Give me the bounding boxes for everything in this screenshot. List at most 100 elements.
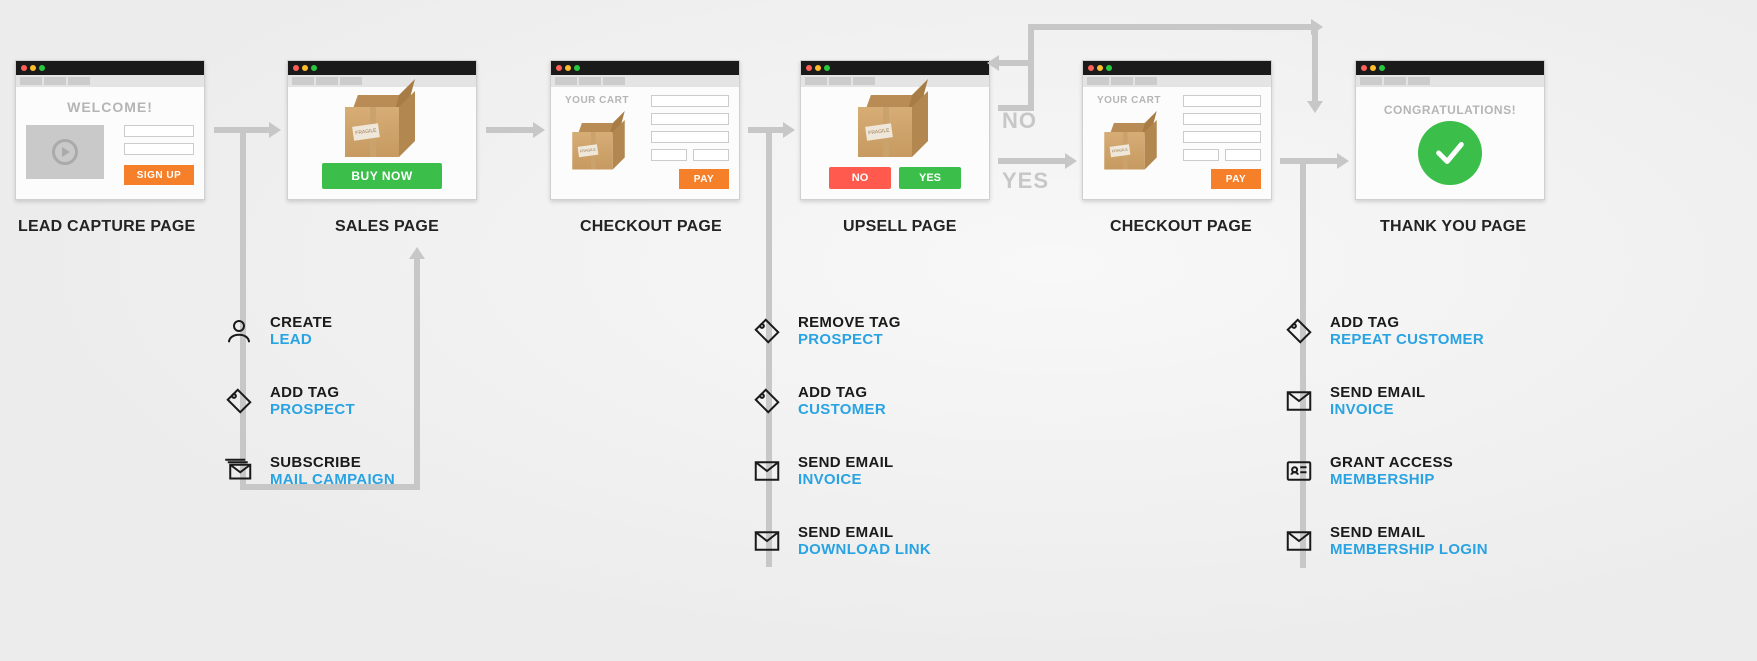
mail-icon: [1282, 384, 1316, 418]
page-title: SALES PAGE: [335, 218, 439, 236]
page-title: LEAD CAPTURE PAGE: [18, 218, 195, 236]
form-field: [124, 143, 194, 155]
page-title: CHECKOUT PAGE: [580, 218, 722, 236]
automation-action: SEND EMAIL: [798, 524, 931, 541]
pay-button: PAY: [1211, 169, 1261, 189]
automation-action: GRANT ACCESS: [1330, 454, 1453, 471]
check-icon: [1418, 121, 1482, 185]
automation-row: SEND EMAILDOWNLOAD LINK: [750, 524, 931, 559]
automation-action: ADD TAG: [270, 384, 355, 401]
tag-icon: [750, 314, 784, 348]
play-icon: [52, 139, 78, 165]
mail-stack-icon: [222, 454, 256, 488]
window-tabbar: [288, 75, 476, 87]
no-button: NO: [829, 167, 891, 189]
window-titlebar: [801, 61, 989, 75]
connector: [1028, 24, 1318, 30]
tag-icon: [750, 384, 784, 418]
automation-action: SEND EMAIL: [798, 454, 894, 471]
arrow-yes-icon: [998, 158, 1066, 164]
automation-value: MEMBERSHIP LOGIN: [1330, 541, 1488, 558]
window-tabbar: [1356, 75, 1544, 87]
connector: [240, 127, 246, 487]
window-titlebar: [551, 61, 739, 75]
window-tabbar: [801, 75, 989, 87]
page-title: THANK YOU PAGE: [1380, 218, 1526, 236]
automation-value: INVOICE: [1330, 401, 1426, 418]
form-field: [1183, 113, 1261, 125]
user-icon: [222, 314, 256, 348]
automation-row: SEND EMAILINVOICE: [1282, 384, 1426, 419]
form-field: [651, 131, 729, 143]
automation-row: ADD TAGPROSPECT: [222, 384, 355, 419]
welcome-heading: WELCOME!: [24, 99, 196, 115]
product-box-icon: FRAGILE: [345, 95, 419, 159]
automation-row: REMOVE TAGPROSPECT: [750, 314, 901, 349]
form-field: [1183, 149, 1219, 161]
tag-icon: [222, 384, 256, 418]
automation-row: ADD TAGCUSTOMER: [750, 384, 886, 419]
pay-button: PAY: [679, 169, 729, 189]
automation-value: MAIL CAMPAIGN: [270, 471, 395, 488]
automation-action: SEND EMAIL: [1330, 384, 1426, 401]
automation-row: SEND EMAILMEMBERSHIP LOGIN: [1282, 524, 1488, 559]
mail-icon: [750, 524, 784, 558]
window-tabbar: [1083, 75, 1271, 87]
automation-value: INVOICE: [798, 471, 894, 488]
automation-action: SUBSCRIBE: [270, 454, 395, 471]
form-field: [651, 113, 729, 125]
arrow-icon: [1280, 158, 1338, 164]
cart-heading: YOUR CART: [565, 95, 629, 106]
window-titlebar: [1083, 61, 1271, 75]
connector: [1300, 158, 1306, 568]
window-titlebar: [16, 61, 204, 75]
automation-row: SUBSCRIBEMAIL CAMPAIGN: [222, 454, 395, 489]
card-sales: FRAGILE BUY NOW: [287, 60, 477, 200]
buy-now-button: BUY NOW: [322, 163, 442, 189]
automation-action: ADD TAG: [1330, 314, 1484, 331]
automation-value: LEAD: [270, 331, 332, 348]
card-thankyou: CONGRATULATIONS!: [1355, 60, 1545, 200]
automation-value: DOWNLOAD LINK: [798, 541, 931, 558]
automation-value: PROSPECT: [270, 401, 355, 418]
window-tabbar: [16, 75, 204, 87]
decision-yes-label: YES: [1002, 168, 1049, 194]
page-title: CHECKOUT PAGE: [1110, 218, 1252, 236]
product-box-icon: FRAGILE: [572, 123, 628, 171]
card-checkout-2: YOUR CART FRAGILE PAY: [1082, 60, 1272, 200]
product-box-icon: FRAGILE: [858, 95, 932, 159]
form-field: [693, 149, 729, 161]
page-title: UPSELL PAGE: [843, 218, 957, 236]
automation-value: MEMBERSHIP: [1330, 471, 1453, 488]
automation-value: CUSTOMER: [798, 401, 886, 418]
window-titlebar: [1356, 61, 1544, 75]
arrow-up-icon: [414, 258, 420, 490]
card-upsell: FRAGILE NO YES: [800, 60, 990, 200]
decision-no-label: NO: [1002, 108, 1037, 134]
signup-button: SIGN UP: [124, 165, 194, 185]
automation-action: REMOVE TAG: [798, 314, 901, 331]
automation-value: REPEAT CUSTOMER: [1330, 331, 1484, 348]
video-placeholder: [26, 125, 104, 179]
automation-value: PROSPECT: [798, 331, 901, 348]
automation-row: GRANT ACCESSMEMBERSHIP: [1282, 454, 1453, 489]
connector: [1028, 24, 1034, 111]
automation-action: CREATE: [270, 314, 332, 331]
automation-action: ADD TAG: [798, 384, 886, 401]
form-field: [651, 149, 687, 161]
window-titlebar: [288, 61, 476, 75]
arrow-no-icon: [1312, 24, 1318, 102]
form-field: [1183, 95, 1261, 107]
cart-heading: YOUR CART: [1097, 95, 1161, 106]
yes-button: YES: [899, 167, 961, 189]
arrow-icon: [486, 127, 534, 133]
congrats-heading: CONGRATULATIONS!: [1364, 103, 1536, 117]
automation-row: CREATELEAD: [222, 314, 332, 349]
automation-action: SEND EMAIL: [1330, 524, 1488, 541]
mail-icon: [1282, 524, 1316, 558]
card-lead-capture: WELCOME! SIGN UP: [15, 60, 205, 200]
product-box-icon: FRAGILE: [1104, 123, 1160, 171]
mail-icon: [750, 454, 784, 488]
automation-row: ADD TAGREPEAT CUSTOMER: [1282, 314, 1484, 349]
tag-icon: [1282, 314, 1316, 348]
